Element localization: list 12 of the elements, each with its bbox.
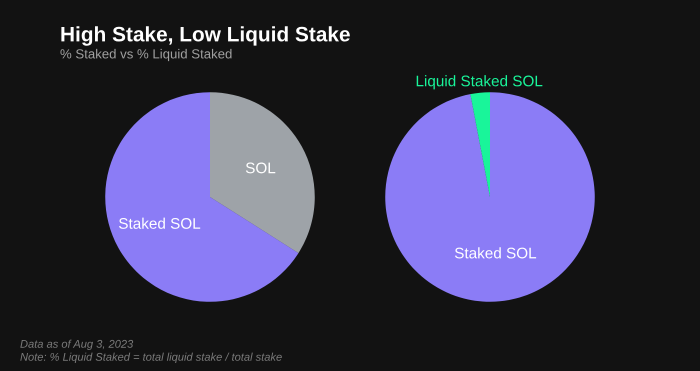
chart-subtitle: % Staked vs % Liquid Staked	[60, 48, 232, 62]
slice-label: Staked SOL	[454, 247, 536, 258]
pie-slice	[210, 92, 315, 254]
pie-slice	[385, 92, 595, 302]
slice-label: Liquid Staked SOL	[416, 75, 542, 90]
slice-label: SOL	[246, 162, 276, 174]
slice-label: Staked SOL	[119, 218, 200, 229]
chart-title: High Stake, Low Liquid Stake	[61, 26, 350, 46]
pie-slice	[470, 92, 490, 197]
text: Data as of Aug 3, 2023	[20, 340, 134, 350]
pie-slice	[105, 92, 298, 302]
text: Note: % Liquid Staked = total liquid stake / total stake	[20, 352, 282, 363]
